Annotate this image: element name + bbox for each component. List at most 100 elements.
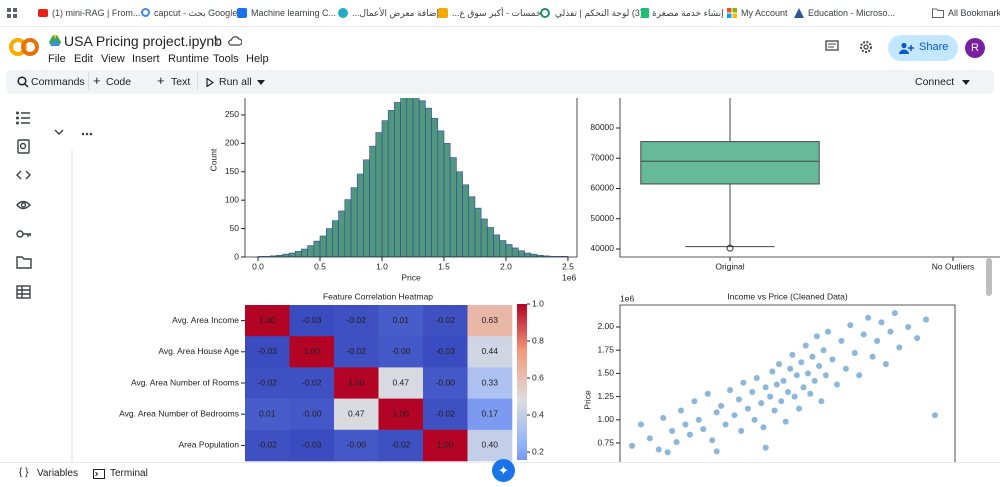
toc-icon[interactable] <box>16 111 30 125</box>
secrets-icon[interactable] <box>16 230 31 238</box>
bar <box>406 98 414 257</box>
add-code-button[interactable]: Code <box>106 76 132 88</box>
dropdown-icon[interactable] <box>962 80 970 85</box>
cell-label: 1.00 <box>392 408 409 418</box>
point <box>855 371 863 379</box>
point <box>860 331 868 338</box>
settings-icon[interactable] <box>859 40 873 54</box>
colorbar-step <box>517 332 527 337</box>
axis-spines <box>619 304 956 462</box>
heatmap-cell <box>378 336 424 368</box>
heatmap-cell <box>245 336 290 368</box>
cell-label: -0.02 <box>347 315 367 325</box>
colorbar-step <box>517 313 527 318</box>
collapse-icon[interactable] <box>54 129 64 136</box>
y-axis-label: Count <box>208 148 218 171</box>
point <box>673 438 680 446</box>
bookmark[interactable]: Machine learning C... <box>251 8 337 18</box>
point <box>762 444 770 452</box>
commands-button[interactable]: Commands <box>31 76 85 88</box>
y-tick-label: 2.00 <box>597 321 614 331</box>
code-snippets-icon[interactable] <box>16 170 31 180</box>
colorbar-step <box>517 446 527 451</box>
bar <box>480 218 488 257</box>
star-icon[interactable]: ☆ <box>209 32 222 48</box>
menu-item[interactable]: Insert <box>132 53 160 65</box>
bar <box>288 252 296 257</box>
colorbar-step <box>517 453 527 457</box>
terminal-button[interactable]: Terminal <box>110 468 148 479</box>
google-favicon <box>141 8 150 17</box>
point <box>878 318 885 326</box>
notebook-title[interactable]: USA Pricing project.ipynb <box>64 33 222 49</box>
add-text-button[interactable]: Text <box>171 76 191 88</box>
share-button[interactable] <box>888 35 958 61</box>
scrollbar-thumb[interactable] <box>986 258 992 296</box>
point <box>800 383 807 391</box>
bar <box>319 235 327 257</box>
share-label[interactable]: Share <box>919 41 949 53</box>
colorbar-step <box>517 354 527 359</box>
gemini-button[interactable]: ✦ <box>492 459 515 482</box>
table-icon[interactable] <box>16 285 31 299</box>
colorbar-step <box>517 434 527 438</box>
bar <box>530 253 538 257</box>
bookmark[interactable]: إنشاء خدمة مصغرة <box>652 8 724 18</box>
all-bookmarks[interactable]: All Bookmarks <box>948 8 1000 18</box>
bookmark[interactable]: إضافة معرض الأعمال... <box>352 8 440 18</box>
heatmap-cell <box>378 305 424 337</box>
colorbar-tick-label: 1.0 <box>532 298 544 308</box>
point <box>704 390 712 398</box>
colorbar-step <box>517 427 527 432</box>
files-icon[interactable] <box>16 256 32 269</box>
menu-item[interactable]: Edit <box>74 53 93 65</box>
point <box>713 408 721 416</box>
cell-label: -0.00 <box>391 346 411 356</box>
bar <box>462 184 470 257</box>
bookmark[interactable]: (3) لوحة التحكم | تفذلي <box>555 8 643 18</box>
cell-label: 1.00 <box>259 315 276 325</box>
row-label: Area Population <box>179 440 240 450</box>
point <box>699 425 707 433</box>
bar <box>431 118 439 257</box>
find-icon[interactable] <box>17 139 30 154</box>
point <box>777 397 785 405</box>
x-tick-label: 1.0 <box>376 261 388 271</box>
colorbar-step <box>517 342 527 346</box>
point <box>887 328 894 336</box>
colorbar-step <box>517 373 527 378</box>
colorbar-tick-label: 0.2 <box>532 446 544 456</box>
point <box>809 353 816 361</box>
cell-label: -0.02 <box>436 408 456 418</box>
avatar[interactable]: R <box>965 38 985 58</box>
colorbar-step <box>517 399 527 403</box>
heatmap-cell <box>423 367 468 399</box>
connect-button[interactable]: Connect <box>915 76 955 88</box>
point <box>791 393 799 401</box>
heatmap-cell <box>423 305 468 337</box>
dropdown-icon[interactable] <box>257 80 265 85</box>
apps-icon[interactable] <box>7 8 18 19</box>
menu-item[interactable]: Tools <box>213 53 239 65</box>
menu-item[interactable]: Runtime <box>168 53 209 65</box>
bookmark[interactable]: (1) mini-RAG | From... <box>52 8 141 18</box>
cell-label: -0.02 <box>302 377 322 387</box>
bookmark[interactable]: My Account <box>741 8 788 18</box>
menu-item[interactable]: View <box>101 53 125 65</box>
point <box>931 411 939 419</box>
bookmark[interactable]: capcut - بحث Google <box>154 8 238 18</box>
variables-button[interactable]: Variables <box>37 468 78 479</box>
variables-icon[interactable] <box>16 200 31 210</box>
heatmap-cell <box>423 398 468 431</box>
menu-item[interactable]: File <box>48 53 66 65</box>
menu-item[interactable]: Help <box>246 53 269 65</box>
comment-icon[interactable] <box>825 40 839 53</box>
bar <box>493 234 501 257</box>
box-plot <box>640 98 820 252</box>
run-all-button[interactable]: Run all <box>219 76 252 88</box>
point <box>731 411 738 419</box>
more-icon[interactable] <box>81 132 93 136</box>
bookmark[interactable]: Education - Microso... <box>808 8 896 18</box>
bookmark[interactable]: خمسات - أكبر سوق ع... <box>452 8 542 18</box>
cell-label: 0.40 <box>481 440 498 450</box>
